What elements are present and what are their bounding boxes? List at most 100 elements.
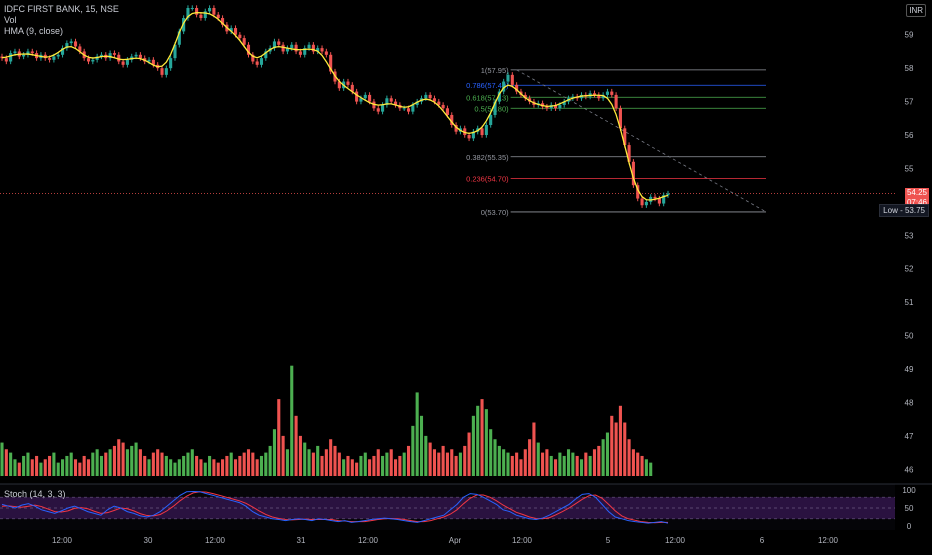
candle-body — [610, 91, 614, 95]
candle-body — [545, 106, 549, 109]
candle-body — [125, 59, 129, 65]
volume-bar — [125, 449, 129, 476]
candle-body — [571, 96, 575, 99]
volume-bar — [471, 415, 475, 476]
candle-body — [385, 98, 389, 105]
candle-body — [558, 104, 562, 109]
volume-bar — [307, 449, 311, 476]
volume-bar — [342, 459, 346, 476]
candle-body — [329, 54, 333, 72]
candle-body — [203, 11, 207, 19]
volume-bar — [242, 452, 246, 476]
stoch-axis-tick: 100 — [902, 486, 916, 495]
volume-bar — [627, 439, 631, 476]
volume-bar — [480, 399, 484, 476]
last-price-tag: 54.25 07:46 — [904, 187, 929, 208]
candle-body — [428, 94, 432, 99]
volume-bar — [177, 459, 181, 476]
candle-body — [463, 128, 467, 136]
volume-bar — [406, 445, 411, 476]
volume-bar — [541, 452, 545, 476]
candle-body — [30, 51, 34, 54]
candle-body — [636, 185, 640, 199]
candle-body — [623, 128, 627, 146]
candle-body — [450, 114, 454, 125]
candle-body — [363, 94, 367, 99]
price-axis-tick: 51 — [905, 298, 914, 307]
candle-body — [246, 44, 251, 55]
candle-body — [173, 44, 177, 59]
volume-bar — [623, 422, 627, 476]
volume-bar — [311, 452, 315, 476]
volume-bar — [532, 422, 536, 476]
volume-bar — [536, 442, 540, 476]
volume-bar — [147, 459, 151, 476]
candle-body — [480, 128, 484, 136]
volume-bar — [445, 452, 449, 476]
volume-bar — [493, 439, 497, 476]
candle-body — [324, 51, 328, 55]
volume-bar — [450, 449, 454, 476]
volume-bar — [363, 452, 367, 476]
volume-bar — [78, 462, 82, 476]
fib-level-label: 0.786(57.49) — [466, 81, 509, 90]
volume-bar — [99, 455, 104, 476]
volume-bar — [566, 449, 571, 476]
candle-body — [22, 54, 26, 57]
hull-ma-indicator-label[interactable]: HMA (9, close) — [4, 26, 64, 36]
volume-bar — [160, 452, 164, 476]
volume-bar — [130, 445, 134, 476]
time-axis-tick: 31 — [297, 536, 306, 545]
price-axis-tick: 58 — [905, 64, 914, 73]
candle-body — [666, 193, 670, 196]
symbol-title[interactable]: IDFC FIRST BANK, 15, NSE — [4, 4, 119, 14]
candle-body — [221, 18, 225, 25]
volume-bar — [359, 455, 363, 476]
candle-body — [471, 131, 475, 139]
volume-bar — [484, 409, 488, 476]
volume-bar — [303, 442, 307, 476]
volume-bar — [610, 415, 614, 476]
volume-bar — [190, 449, 194, 476]
candle-body — [290, 44, 294, 49]
volume-bar — [56, 462, 60, 476]
candle-body — [177, 31, 181, 45]
volume-bar — [333, 445, 337, 476]
candle-body — [9, 53, 13, 62]
volume-bar — [285, 449, 289, 476]
candle-body — [355, 91, 359, 102]
volume-bar — [281, 435, 285, 476]
volume-bar — [614, 422, 618, 476]
candle-body — [381, 104, 385, 112]
price-axis-tick: 52 — [905, 265, 914, 274]
volume-bar — [259, 455, 264, 476]
time-axis-tick: 12:00 — [205, 536, 226, 545]
candle-body — [631, 161, 635, 186]
candle-body — [307, 44, 311, 49]
candle-body — [281, 44, 285, 52]
volume-bar — [579, 459, 584, 476]
volume-bar — [95, 449, 99, 476]
candle-body — [147, 59, 151, 62]
candle-body — [251, 54, 255, 62]
price-axis-tick: 56 — [905, 131, 914, 140]
candle-body — [640, 198, 644, 206]
volume-bar — [506, 452, 510, 476]
stochastic-indicator-label[interactable]: Stoch (14, 3, 3) — [4, 489, 66, 499]
price-axis-tick: 59 — [905, 31, 914, 40]
stoch-axis-tick: 50 — [905, 504, 914, 513]
candle-body — [424, 94, 428, 99]
volume-bar — [519, 459, 523, 476]
volume-bar — [208, 455, 212, 476]
candle-body — [441, 104, 445, 109]
price-axis-tick: 53 — [905, 231, 914, 240]
candle-body — [614, 94, 618, 109]
volume-bar — [108, 449, 112, 476]
candle-body — [618, 108, 622, 129]
candle-body — [601, 94, 605, 99]
candle-body — [99, 54, 104, 57]
currency-badge[interactable]: INR — [906, 4, 926, 17]
volume-indicator-label[interactable]: Vol — [4, 15, 17, 25]
